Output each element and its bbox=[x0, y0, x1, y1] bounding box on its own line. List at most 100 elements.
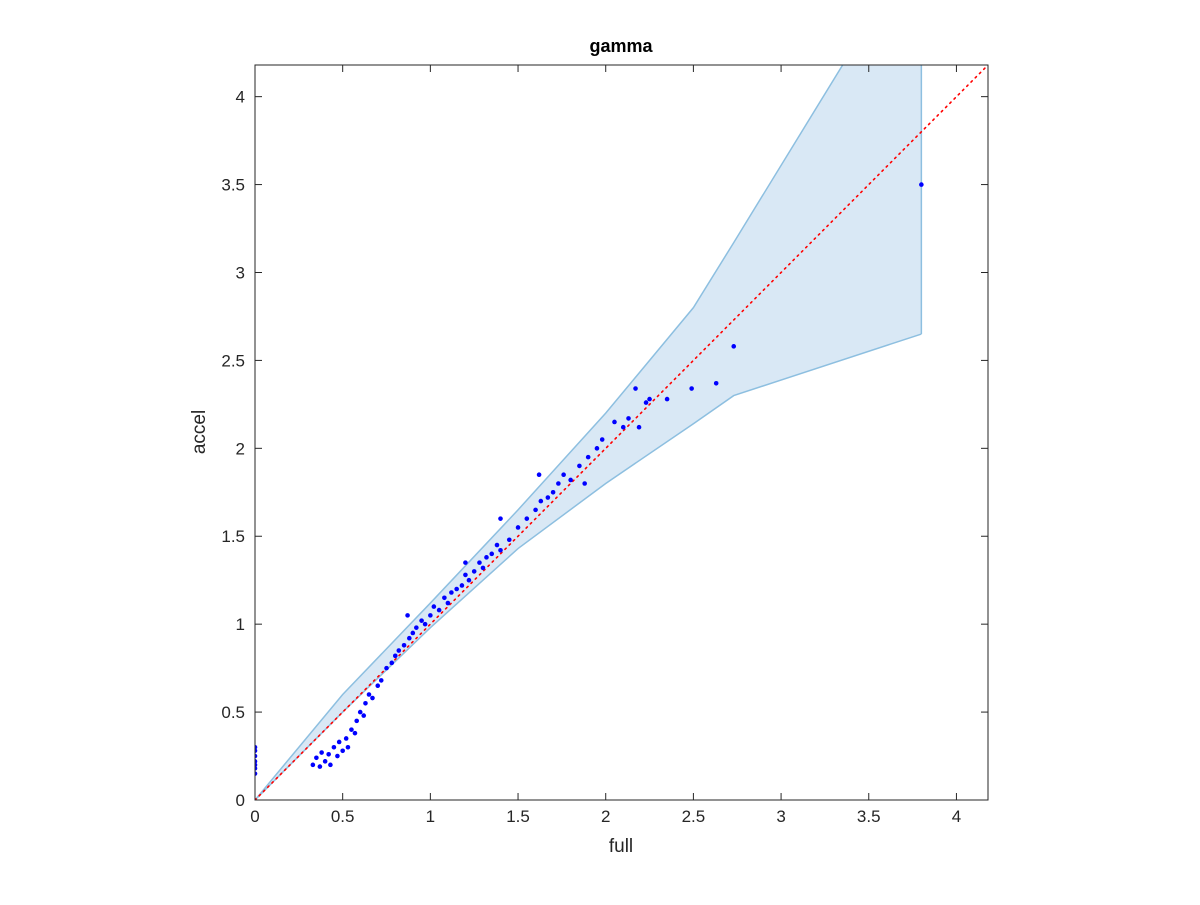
data-point bbox=[442, 595, 447, 601]
x-tick-label: 2.5 bbox=[682, 807, 706, 826]
data-point bbox=[515, 525, 521, 530]
data-point bbox=[322, 759, 328, 764]
y-tick-label: 2 bbox=[236, 439, 245, 458]
data-point bbox=[550, 489, 556, 495]
x-axis-label: full bbox=[609, 836, 633, 857]
y-tick-label: 1.5 bbox=[221, 527, 245, 546]
data-point bbox=[401, 642, 407, 648]
data-point bbox=[620, 424, 626, 430]
data-point bbox=[524, 516, 530, 521]
axes: 0 0.5 1 1.5 2 2.5 3 3.5 4 0 0.5 1 1.5 2 2.5 3 3.5 4 bbox=[221, 64, 989, 826]
data-point bbox=[343, 736, 349, 741]
data-point bbox=[352, 730, 358, 736]
data-point bbox=[375, 683, 381, 689]
data-point bbox=[538, 498, 544, 504]
data-point bbox=[536, 472, 542, 478]
data-point bbox=[340, 748, 345, 754]
data-point bbox=[731, 344, 737, 349]
data-point bbox=[310, 762, 316, 768]
data-point bbox=[568, 477, 573, 483]
x-tick-label: 3.5 bbox=[857, 807, 881, 826]
chart-title: gamma bbox=[589, 36, 653, 56]
data-point bbox=[349, 727, 354, 732]
data-point bbox=[361, 713, 367, 718]
data-point bbox=[561, 472, 566, 478]
data-point bbox=[633, 386, 638, 391]
x-tick-label: 0.5 bbox=[331, 807, 355, 826]
data-point bbox=[363, 700, 368, 706]
data-point bbox=[484, 555, 489, 560]
data-point bbox=[556, 481, 561, 486]
data-point bbox=[449, 590, 454, 595]
y-tick-label: 1 bbox=[236, 615, 245, 634]
data-point bbox=[466, 577, 472, 583]
data-point bbox=[255, 748, 258, 754]
data-point bbox=[255, 771, 258, 776]
data-point bbox=[392, 653, 398, 659]
data-point bbox=[407, 635, 412, 641]
data-point bbox=[354, 718, 360, 724]
data-point bbox=[498, 516, 503, 521]
data-point bbox=[585, 454, 591, 460]
y-axis-label: accel bbox=[189, 410, 210, 454]
data-point bbox=[405, 613, 410, 618]
data-point bbox=[389, 660, 395, 666]
data-point bbox=[335, 753, 340, 759]
data-point bbox=[545, 495, 551, 500]
data-point bbox=[477, 560, 482, 565]
data-point bbox=[506, 537, 512, 543]
data-point bbox=[317, 764, 323, 769]
data-point bbox=[919, 182, 924, 187]
data-point bbox=[328, 762, 333, 768]
axes-box bbox=[254, 64, 989, 801]
data-point bbox=[599, 437, 605, 442]
data-point bbox=[255, 762, 258, 768]
y-tick-label: 2.5 bbox=[221, 351, 245, 370]
band-upper-line bbox=[255, 65, 844, 800]
data-point bbox=[636, 424, 642, 430]
data-point bbox=[498, 548, 503, 553]
data-point bbox=[314, 755, 319, 761]
data-point bbox=[463, 572, 468, 578]
data-point bbox=[255, 744, 258, 750]
y-tick-label: 3 bbox=[236, 263, 245, 282]
data-point bbox=[410, 630, 416, 636]
data-point bbox=[647, 396, 652, 402]
data-point bbox=[419, 618, 424, 623]
data-point bbox=[255, 753, 258, 759]
data-point bbox=[255, 766, 258, 771]
data-point bbox=[454, 586, 459, 592]
data-point bbox=[326, 751, 331, 757]
y-tick-label: 4 bbox=[236, 88, 245, 107]
data-point bbox=[594, 446, 600, 451]
reference-line bbox=[255, 65, 988, 800]
data-point bbox=[494, 542, 500, 548]
data-point bbox=[445, 600, 451, 606]
x-tick-label: 1 bbox=[426, 807, 435, 826]
data-point bbox=[331, 744, 337, 750]
data-point bbox=[366, 692, 372, 697]
x-tick-label: 0 bbox=[250, 807, 259, 826]
data-point bbox=[463, 560, 468, 565]
y-tick-label: 0.5 bbox=[221, 703, 245, 722]
data-point bbox=[577, 463, 582, 469]
data-point bbox=[626, 416, 631, 421]
data-point bbox=[428, 613, 433, 618]
plot-area bbox=[255, 65, 988, 800]
data-point bbox=[431, 604, 437, 609]
data-point bbox=[664, 396, 670, 402]
data-point bbox=[384, 665, 389, 671]
data-point bbox=[643, 400, 649, 405]
data-point bbox=[612, 419, 617, 425]
data-point bbox=[582, 481, 587, 486]
y-tick-label: 0 bbox=[236, 791, 245, 810]
data-point bbox=[489, 551, 495, 557]
x-tick-label: 1.5 bbox=[506, 807, 530, 826]
data-point bbox=[436, 607, 442, 613]
data-point bbox=[370, 695, 375, 701]
x-tick-label: 2 bbox=[601, 807, 610, 826]
data-point bbox=[345, 744, 351, 750]
data-point bbox=[713, 380, 719, 386]
